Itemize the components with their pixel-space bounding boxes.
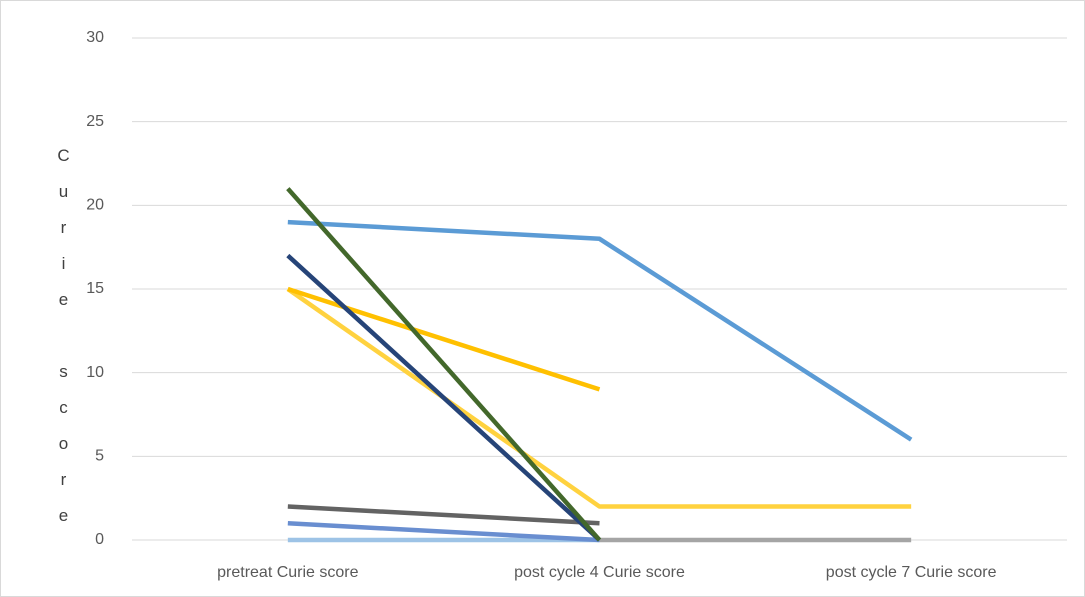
x-tick-label: post cycle 4 Curie score — [514, 564, 685, 581]
y-tick-label: 5 — [95, 448, 104, 465]
y-tick-label: 20 — [86, 197, 104, 214]
y-axis-label: Curie score — [54, 146, 73, 542]
series-line — [287, 219, 913, 442]
series-line — [286, 187, 602, 542]
x-tick-label: post cycle 7 Curie score — [826, 564, 997, 581]
y-tick-label: 0 — [95, 531, 104, 548]
y-tick-label: 15 — [86, 280, 104, 297]
series-line — [286, 287, 912, 509]
y-tick-label: 10 — [86, 364, 104, 381]
series-line — [287, 286, 601, 392]
series-line — [287, 504, 600, 526]
y-tick-label: 30 — [86, 29, 104, 46]
y-tick-label: 25 — [86, 113, 104, 130]
series-line — [287, 521, 600, 543]
series-line — [286, 253, 602, 542]
x-tick-label: pretreat Curie score — [217, 564, 358, 581]
